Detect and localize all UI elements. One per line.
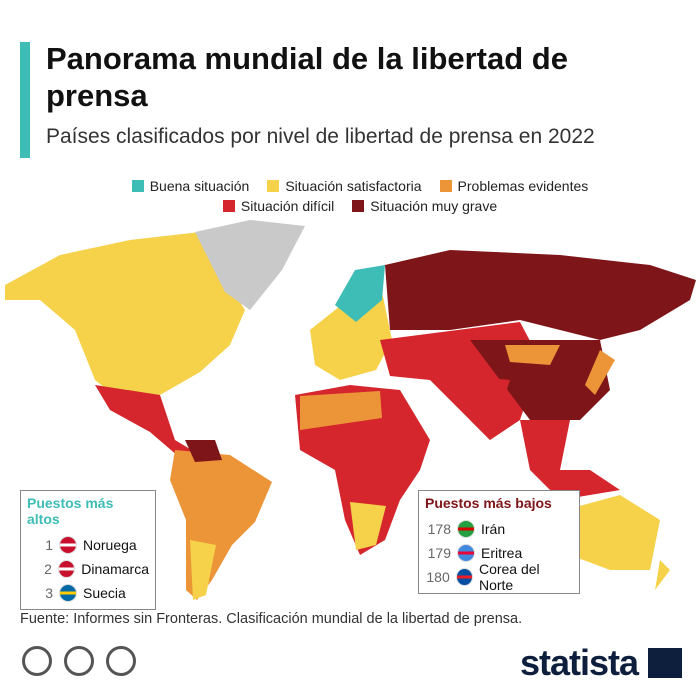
india: [455, 375, 510, 440]
australia: [565, 495, 660, 570]
rank-row: 2 Dinamarca: [27, 557, 149, 581]
country: Noruega: [83, 537, 137, 553]
south-america: [170, 450, 272, 600]
legend-label: Situación muy grave: [370, 198, 498, 214]
africa: [295, 385, 430, 555]
new-zealand: [655, 560, 670, 590]
mongolia: [505, 345, 560, 365]
rank-number: 180: [426, 569, 450, 585]
bottom-ranks: Puestos más bajos 178 Irán 179 Eritrea 180 Co…: [418, 490, 580, 594]
rank-number: 179: [427, 545, 451, 561]
cc-icon: [22, 646, 52, 676]
venezuela: [185, 440, 222, 462]
top-ranks: Puestos más altos 1 Noruega 2 Dinamarca 3 Sue…: [20, 490, 156, 610]
legend-label: Situación difícil: [240, 198, 335, 214]
legend-swatch: [222, 200, 235, 212]
source: Fuente: Informes sin Fronteras. Clasific…: [20, 611, 523, 627]
brand: statista: [519, 642, 639, 683]
accent-bar: [20, 42, 30, 158]
rank-number: 3: [45, 585, 53, 601]
country: Suecia: [83, 585, 126, 601]
legend: Buena situación Situación satisfactoria Pr…: [80, 178, 640, 214]
greenland: [195, 220, 305, 310]
scandinavia: [335, 265, 385, 322]
by-icon: [64, 646, 94, 676]
russia: [385, 250, 696, 340]
legend-item: Situación muy grave: [352, 198, 497, 214]
legend-label: Problemas evidentes: [457, 178, 589, 194]
flag: [455, 568, 473, 586]
rank-number: 1: [45, 537, 53, 553]
rank-number: 2: [44, 561, 52, 577]
nd-icon: [106, 646, 136, 676]
legend-label: Situación satisfactoria: [285, 178, 422, 194]
flag: [59, 584, 77, 602]
box-title: Puestos más altos: [27, 495, 114, 527]
legend-item: Problemas evidentes: [439, 178, 589, 194]
rank-row: 179 Eritrea: [425, 541, 573, 565]
europe: [310, 292, 392, 380]
flag: [59, 536, 77, 554]
country: Eritrea: [481, 545, 523, 561]
legend-label: Buena situación: [149, 178, 250, 194]
box-title: Puestos más bajos: [425, 495, 552, 511]
brand-logo: [648, 648, 682, 678]
subtitle: Países clasificados por nivel de liberta…: [46, 125, 595, 148]
country: Corea del Norte: [478, 561, 540, 593]
legend-item: Situación satisfactoria: [267, 178, 422, 194]
north-africa: [300, 391, 382, 430]
flag: [57, 560, 76, 578]
legend-swatch: [352, 200, 365, 212]
southeast-asia: [520, 420, 620, 500]
rank-row: 180 Corea del Norte: [425, 561, 573, 593]
country: Dinamarca: [81, 561, 149, 577]
north-america: [5, 232, 245, 400]
japan: [585, 350, 615, 395]
southern-africa: [350, 502, 386, 550]
southern-cone: [190, 540, 216, 600]
china: [470, 340, 610, 420]
rank-row: 3 Suecia: [27, 581, 149, 605]
legend-item: Buena situación: [131, 178, 250, 194]
legend-swatch: [131, 180, 144, 192]
rank-row: 178 Irán: [425, 517, 573, 541]
legend-swatch: [267, 180, 280, 192]
flag: [457, 544, 475, 562]
title: Panorama mundial de la libertad de prens…: [46, 41, 568, 113]
country: Irán: [481, 521, 506, 537]
legend-swatch: [439, 180, 452, 192]
legend-item: Situación difícil: [222, 198, 335, 214]
rank-row: 1 Noruega: [27, 533, 149, 557]
flag: [457, 520, 475, 538]
central-america: [95, 385, 195, 462]
rank-number: 178: [427, 521, 451, 537]
